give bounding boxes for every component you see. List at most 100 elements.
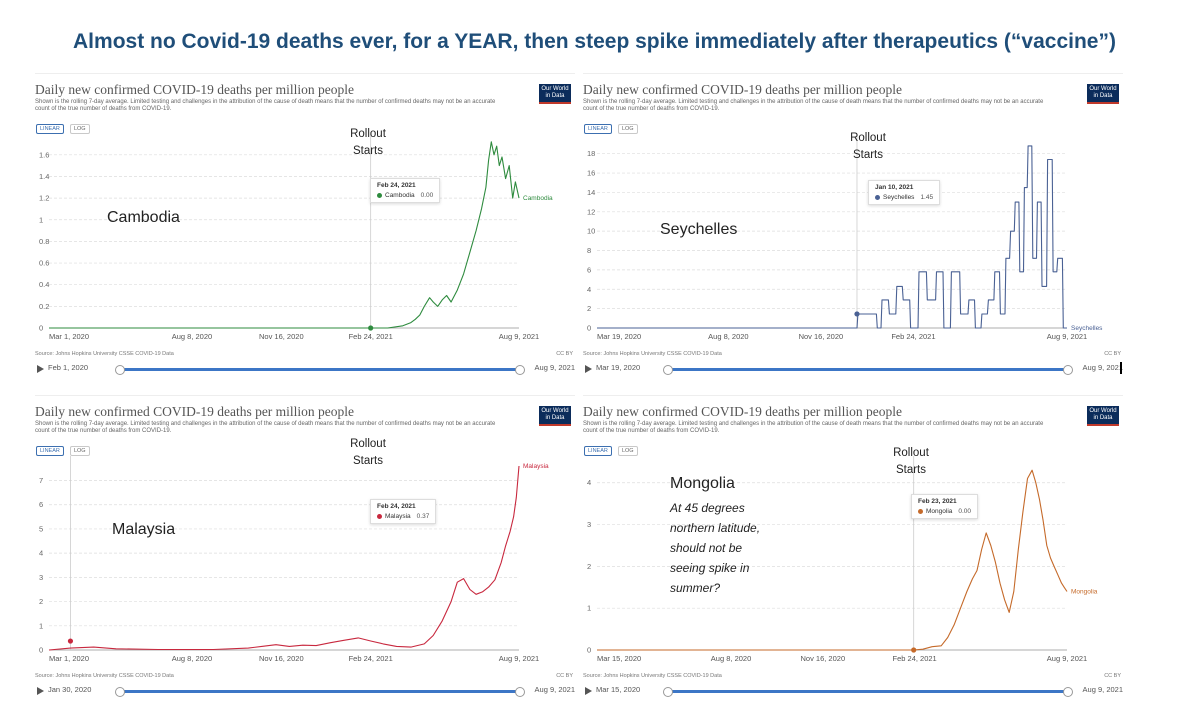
linear-button[interactable]: LINEAR [584, 446, 612, 456]
timeline-start-handle[interactable] [115, 365, 125, 375]
timeline-start-handle[interactable] [663, 365, 673, 375]
source-note: Source: Johns Hopkins University CSSE CO… [583, 351, 722, 357]
y-tick-label: 2 [587, 304, 591, 313]
note-line-3: should not be [670, 541, 743, 555]
owid-logo: Our World in Data [539, 84, 571, 104]
y-tick-label: 16 [587, 169, 595, 178]
log-button[interactable]: LOG [69, 124, 90, 134]
timeline-end-handle[interactable] [515, 365, 525, 375]
timeline-track[interactable] [663, 365, 1073, 375]
log-button[interactable]: LOG [617, 446, 638, 456]
log-button[interactable]: LOG [617, 124, 638, 134]
timeline-track[interactable] [115, 687, 525, 697]
logo-text-1: Our World [1089, 408, 1117, 414]
note-line-1: At 45 degrees [670, 501, 745, 515]
chart-panel-malaysia: Daily new confirmed COVID-19 deaths per … [35, 395, 575, 698]
timeline-end-handle[interactable] [1063, 687, 1073, 697]
y-tick-label: 1 [39, 215, 43, 224]
timeline-end-handle[interactable] [515, 687, 525, 697]
y-tick-label: 5 [39, 524, 43, 533]
logo-text-2: in Data [545, 93, 565, 99]
series-end-label: Malaysia [523, 463, 549, 470]
y-tick-label: 2 [39, 597, 43, 606]
timeline-track[interactable] [663, 687, 1073, 697]
linear-button[interactable]: LINEAR [584, 124, 612, 134]
linear-button[interactable]: LINEAR [36, 124, 64, 134]
rollout-annotation-seychelles: Rollout Starts [833, 130, 903, 164]
series-line-malaysia [48, 465, 520, 651]
y-tick-label: 7 [39, 476, 43, 485]
chart-svg: 0 2 4 6 8 10 12 14 16 18 Mar 19, 2020 Aug 8, 2020 No… [587, 134, 1103, 341]
y-tick-label: 0.8 [39, 237, 49, 246]
owid-logo: Our World in Data [1087, 406, 1119, 426]
timeline-slider[interactable]: Feb 1, 2020 Aug 9, 2021 [35, 363, 575, 375]
license-link[interactable]: CC BY [556, 673, 573, 679]
timeline-start: Mar 19, 2020 [596, 363, 641, 372]
tooltip-series: Malaysia [385, 513, 411, 520]
x-tick-label: Mar 1, 2020 [49, 332, 89, 341]
logo-text-1: Our World [541, 408, 569, 414]
play-icon[interactable] [585, 687, 592, 695]
tooltip-dot [875, 194, 880, 200]
rollout-line-2: Starts [895, 464, 927, 476]
x-tick-label: Mar 1, 2020 [49, 654, 89, 663]
latitude-note: At 45 degrees northern latitude, should … [670, 498, 820, 598]
x-tick-label: Aug 9, 2021 [1047, 332, 1087, 341]
tooltip-date: Feb 23, 2021 [918, 498, 957, 505]
chart-title: Daily new confirmed COVID-19 deaths per … [583, 404, 903, 419]
timeline-slider[interactable]: Jan 30, 2020 Aug 9, 2021 [35, 685, 575, 697]
timeline-start-handle[interactable] [115, 687, 125, 697]
license-link[interactable]: CC BY [556, 351, 573, 357]
scale-toggle: LINEAR LOG [584, 124, 639, 143]
timeline-slider[interactable]: Mar 15, 2020 Aug 9, 2021 [583, 685, 1123, 697]
tooltip-value: 1.45 [920, 194, 934, 201]
y-tick-label: 10 [587, 227, 595, 236]
tooltip-date: Jan 10, 2021 [875, 184, 914, 191]
timeline-track[interactable] [115, 365, 525, 375]
play-icon[interactable] [585, 365, 592, 373]
y-tick-label: 0 [587, 646, 591, 655]
tooltip-series: Mongolia [926, 508, 953, 515]
linear-button[interactable]: LINEAR [36, 446, 64, 456]
chart-svg: 0 0.2 0.4 0.6 0.8 1 1.2 1.4 1.6 Mar 1, 2020 Aug 8,… [39, 134, 553, 341]
owid-logo: Our World in Data [539, 406, 571, 426]
log-button[interactable]: LOG [69, 446, 90, 456]
headline: Almost no Covid-19 deaths ever, for a YE… [73, 30, 1116, 53]
license-link[interactable]: CC BY [1104, 351, 1121, 357]
rollout-annotation-cambodia: Rollout Starts [333, 126, 403, 160]
chart-title: Daily new confirmed COVID-19 deaths per … [35, 82, 355, 97]
logo-text-1: Our World [541, 86, 569, 92]
x-tick-label: Aug 8, 2020 [711, 654, 751, 663]
x-tick-label: Feb 24, 2021 [349, 332, 393, 341]
y-tick-label: 4 [587, 478, 591, 487]
play-icon[interactable] [37, 687, 44, 695]
x-tick-label: Aug 8, 2020 [708, 332, 748, 341]
tooltip-marker [368, 325, 374, 331]
source-note: Source: Johns Hopkins University CSSE CO… [35, 351, 174, 357]
x-tick-label: Aug 8, 2020 [172, 332, 212, 341]
series-end-label: Mongolia [1071, 588, 1098, 595]
hover-tooltip: Feb 24, 2021 Malaysia 0.37 [370, 499, 437, 524]
y-tick-label: 1 [587, 604, 591, 613]
y-tick-label: 0 [587, 324, 591, 333]
tooltip-value: 0.37 [416, 513, 430, 520]
tooltip-marker [854, 311, 860, 317]
timeline-end-handle[interactable] [1063, 365, 1073, 375]
y-tick-label: 18 [587, 149, 595, 158]
timeline-start: Jan 30, 2020 [48, 685, 92, 694]
country-label-seychelles: Seychelles [660, 221, 738, 238]
timeline-end: Aug 9, 2021 [534, 685, 575, 694]
x-tick-label: Feb 24, 2021 [349, 654, 393, 663]
x-tick-label: Feb 24, 2021 [893, 654, 937, 663]
chart-panel-cambodia: Daily new confirmed COVID-19 deaths per … [35, 73, 575, 376]
timeline-slider[interactable]: Mar 19, 2020 Aug 9, 2021 [583, 363, 1123, 375]
license-link[interactable]: CC BY [1104, 673, 1121, 679]
y-tick-label: 14 [587, 188, 595, 197]
tooltip-date: Feb 24, 2021 [377, 503, 416, 510]
tooltip-marker [67, 638, 74, 644]
play-icon[interactable] [37, 365, 44, 373]
timeline-start-handle[interactable] [663, 687, 673, 697]
hover-tooltip: Feb 23, 2021 Mongolia 0.00 [911, 494, 979, 519]
y-tick-label: 0.6 [39, 259, 49, 268]
logo-text-2: in Data [1093, 93, 1113, 99]
